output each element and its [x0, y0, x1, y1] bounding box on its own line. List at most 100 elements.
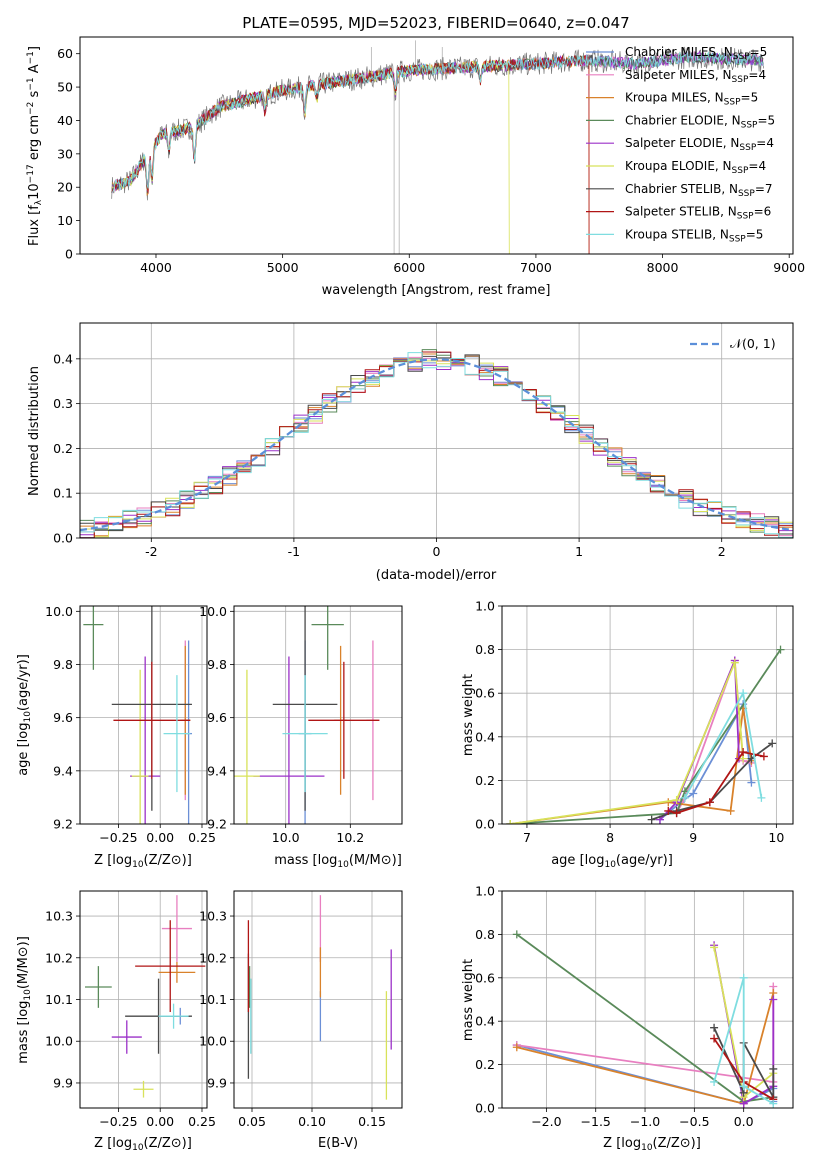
legend-name: Salpeter MILES, N — [625, 68, 732, 82]
axis-label-part: Z [log — [94, 1136, 132, 1151]
x-tick-label: -2 — [145, 544, 157, 559]
legend-entry: Kroupa ELODIE, NSSP=4 — [625, 159, 766, 176]
x-tick-label: 8000 — [647, 260, 679, 275]
y-tick-label: 0.0 — [53, 531, 73, 546]
plus-marker — [769, 1099, 778, 1108]
plus-marker — [710, 1034, 719, 1043]
plus-marker — [664, 806, 673, 815]
y-label-part: ] — [27, 46, 42, 51]
legend-entry: Chabrier MILES, NSSP=5 — [625, 45, 767, 62]
series-line — [510, 662, 744, 824]
x-tick-label: −1.5 — [581, 1114, 611, 1129]
y-tick-label: 10.1 — [45, 992, 73, 1007]
axis-label-part: (M/M⊙)] — [16, 936, 31, 989]
axis-label-part: Z [log — [94, 853, 132, 868]
y-label-part: s — [27, 90, 42, 101]
legend-name: Salpeter ELODIE, N — [625, 136, 739, 150]
x-tick-label: −1.0 — [630, 1114, 660, 1129]
plus-marker — [769, 995, 778, 1004]
y-tick-label: 10.2 — [45, 950, 73, 965]
x-tick-label: 0 — [433, 544, 441, 559]
y-tick-label: 40 — [57, 113, 73, 128]
y-label-part: −17 — [26, 164, 36, 183]
x-tick-label: 9 — [689, 830, 697, 845]
y-tick-label: 0.3 — [53, 396, 73, 411]
legend-name: Salpeter STELIB, N — [625, 205, 737, 219]
legend-subscript: SSP — [724, 98, 741, 108]
legend-name: Kroupa STELIB, N — [625, 227, 729, 241]
y-tick-label: 10.1 — [199, 992, 227, 1007]
y-tick-label: 9.9 — [207, 1075, 227, 1090]
axes-frame — [233, 605, 403, 825]
y-tick-label: 0.2 — [475, 773, 495, 788]
legend-subscript: SSP — [739, 143, 756, 153]
axis-label-part: (Z/Z⊙)] — [144, 853, 192, 868]
axis-label-part: 10 — [641, 1143, 653, 1153]
y-label-part: 10 — [27, 183, 42, 200]
line-group — [506, 645, 785, 824]
legend-count: =7 — [755, 182, 773, 196]
axis-label: age [log10(age/yr)] — [551, 853, 673, 870]
y-tick-label: 10.0 — [199, 1034, 227, 1049]
y-tick-label: 9.8 — [53, 657, 73, 672]
line-group — [512, 930, 778, 1108]
axis-label: mass [log10(M/M⊙)] — [274, 853, 402, 870]
x-tick-label: 0.00 — [146, 830, 174, 845]
legend-subscript: SSP — [732, 166, 749, 176]
errorbar-group — [234, 606, 380, 824]
series-line — [713, 977, 774, 1105]
y-tick-label: 0.2 — [53, 441, 73, 456]
legend-entry: Kroupa MILES, NSSP=5 — [625, 91, 758, 108]
y-tick-label: 0.4 — [475, 729, 495, 744]
x-tick-label: 0.0 — [734, 1114, 754, 1129]
plus-marker — [689, 789, 698, 798]
model-spectrum-kroupa-miles — [111, 55, 590, 254]
y-tick-label: 10.2 — [199, 950, 227, 965]
y-tick-label: 10.3 — [45, 909, 73, 924]
axes-frame — [501, 890, 794, 1109]
age-vs-metallicity-panel: −0.25 0.00 0.259.29.49.69.810.0Z [log10(Z/… — [16, 604, 216, 870]
legend-entry: Chabrier STELIB, NSSP=7 — [625, 182, 773, 199]
axes-frame — [79, 36, 794, 255]
axis-label-part: (Z/Z⊙)] — [653, 1136, 701, 1151]
legend-name: Chabrier ELODIE, N — [625, 113, 741, 127]
y-label-part: A — [27, 64, 42, 77]
age-vs-mass-panel: 10.0 10.2 9.2 9.4 9.6 9.8 10.0 mass [log10(M/M⊙… — [199, 604, 403, 870]
plus-marker — [672, 809, 681, 818]
legend-name: Kroupa MILES, N — [625, 91, 724, 105]
axes-frame — [79, 322, 794, 539]
y-label-part: −2 — [26, 102, 36, 115]
y-tick-label: 9.4 — [207, 763, 227, 778]
x-tick-label: -1 — [288, 544, 300, 559]
y-tick-label: 0.8 — [475, 927, 495, 942]
axes-frame — [79, 890, 208, 1109]
y-tick-label: 10 — [57, 213, 73, 228]
observed-spectrum — [111, 46, 764, 201]
y-axis-label: mass weight — [461, 959, 476, 1041]
y-tick-label: 10.0 — [45, 1034, 73, 1049]
axis-label: age [log10(age/yr)] — [16, 654, 33, 776]
mass-vs-ebv-panel: 0.05 0.10 0.15 9.9 10.0 10.1 10.2 10.3 E(B-V) — [199, 890, 403, 1151]
plus-marker — [759, 752, 768, 761]
legend-count: =6 — [754, 205, 772, 219]
x-tick-label: 2 — [718, 544, 726, 559]
x-tick-label: 0.05 — [238, 1114, 266, 1129]
plus-marker — [680, 793, 689, 802]
y-tick-label: 20 — [57, 180, 73, 195]
y-label-part: −1 — [26, 77, 36, 90]
y-tick-label: 0.0 — [475, 817, 495, 832]
y-tick-label: 9.8 — [207, 657, 227, 672]
y-label-part: λ — [34, 199, 44, 205]
axis-label-part: 10 — [132, 860, 144, 870]
y-axis-label: Flux [fλ10−17 erg cm−2 s−1 A−1] — [26, 46, 44, 246]
legend-name: Chabrier STELIB, N — [625, 182, 738, 196]
plus-marker — [726, 806, 735, 815]
model-spectrum-kroupa-stelib — [111, 50, 764, 194]
mass-vs-metallicity-panel: −0.25 0.00 0.259.910.010.110.210.3Z [log10… — [16, 890, 216, 1153]
axis-label-part: 10 — [337, 860, 349, 870]
axis-label-part: age [log — [551, 853, 604, 868]
x-tick-label: 5000 — [267, 260, 299, 275]
x-tick-label: −0.25 — [99, 1114, 137, 1129]
axis-label-part: age [log — [16, 723, 31, 776]
